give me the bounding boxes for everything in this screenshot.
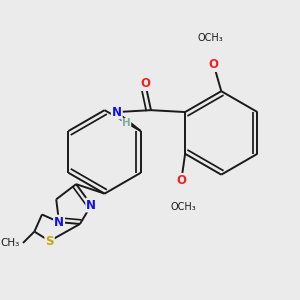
Text: N: N <box>54 216 64 229</box>
Text: N: N <box>112 106 122 118</box>
Text: S: S <box>45 235 54 248</box>
Text: OCH₃: OCH₃ <box>170 202 196 212</box>
Text: O: O <box>140 77 150 90</box>
Text: H: H <box>122 118 131 128</box>
Text: N: N <box>86 199 96 212</box>
Text: OCH₃: OCH₃ <box>198 33 224 43</box>
Text: O: O <box>176 174 186 187</box>
Text: O: O <box>209 58 219 71</box>
Text: CH₃: CH₃ <box>0 238 19 248</box>
